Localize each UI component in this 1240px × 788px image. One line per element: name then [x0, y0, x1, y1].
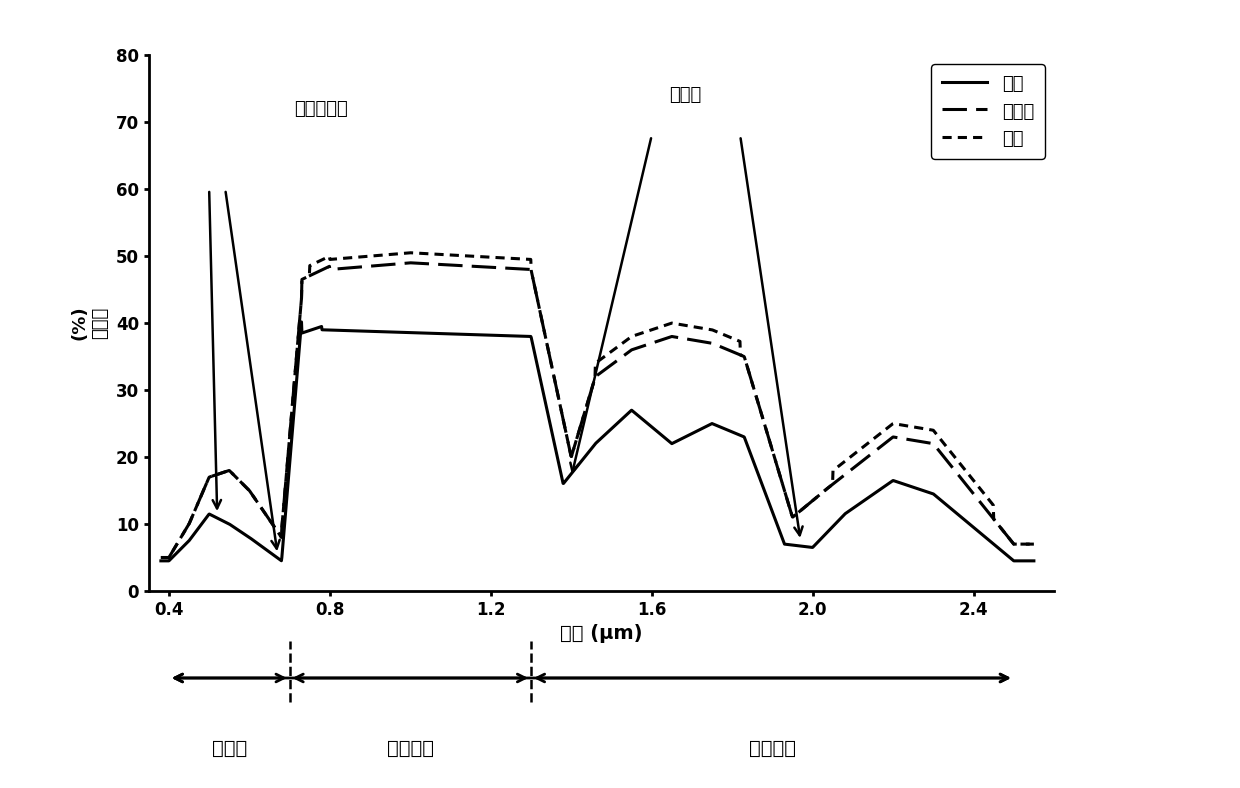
- 郁金香: [1001, 533, 1016, 542]
- 大豆: [841, 454, 856, 463]
- Text: 水吸收: 水吸收: [670, 87, 702, 104]
- 郁金香: [556, 412, 570, 422]
- 郁金香: [1027, 539, 1042, 548]
- Text: 可见光: 可见光: [212, 739, 247, 758]
- 玉米: [294, 318, 309, 327]
- 玉米: [1002, 552, 1017, 562]
- Line: 郁金香: 郁金香: [161, 263, 1034, 558]
- 玉米: [198, 515, 213, 524]
- 玉米: [1027, 556, 1042, 566]
- 大豆: [578, 403, 593, 413]
- Y-axis label: (%)
反射率: (%) 反射率: [71, 306, 109, 340]
- Line: 大豆: 大豆: [161, 253, 1034, 558]
- 玉米: [154, 556, 169, 566]
- Text: 叶绻素吸收: 叶绻素吸收: [294, 100, 347, 117]
- Legend: 玉米, 郁金香, 大豆: 玉米, 郁金香, 大豆: [931, 64, 1045, 158]
- 郁金香: [154, 553, 169, 563]
- 郁金香: [1002, 533, 1017, 543]
- 大豆: [1027, 539, 1042, 548]
- 玉米: [841, 507, 856, 516]
- 郁金香: [841, 467, 856, 477]
- Text: 近红外波: 近红外波: [387, 739, 434, 758]
- 郁金香: [198, 481, 213, 491]
- 玉米: [1001, 552, 1016, 561]
- 郁金香: [578, 403, 593, 413]
- Text: 红外短波: 红外短波: [749, 739, 796, 758]
- 玉米: [578, 451, 593, 460]
- X-axis label: 波段 (μm): 波段 (μm): [560, 624, 642, 643]
- 郁金香: [403, 258, 418, 268]
- 大豆: [556, 412, 570, 422]
- 大豆: [154, 553, 169, 563]
- 玉米: [556, 477, 570, 486]
- 大豆: [198, 481, 213, 491]
- 大豆: [1002, 533, 1017, 543]
- 大豆: [403, 248, 418, 258]
- 大豆: [1001, 533, 1016, 542]
- Line: 玉米: 玉米: [161, 322, 1034, 561]
